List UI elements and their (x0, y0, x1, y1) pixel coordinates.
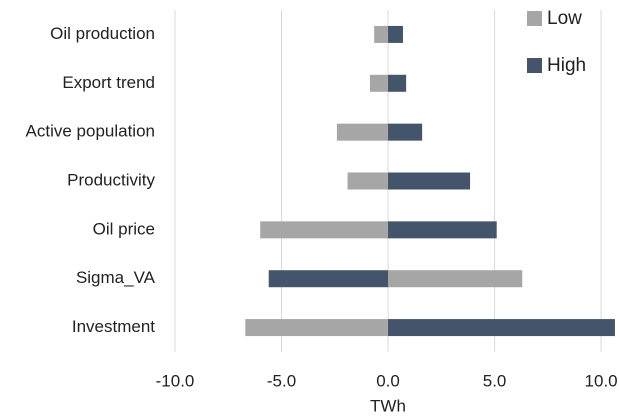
y-tick-label: Investment (72, 317, 155, 336)
legend-label: High (547, 55, 586, 76)
x-tick-label: 10.0 (585, 371, 618, 390)
y-tick-label: Oil production (50, 24, 155, 43)
y-tick-label: Productivity (67, 170, 155, 189)
legend-swatch (527, 58, 542, 73)
bar (268, 270, 389, 288)
x-axis-label: TWh (370, 396, 406, 415)
bar (388, 221, 497, 239)
bar (388, 270, 523, 288)
bar (347, 172, 389, 190)
bar (388, 74, 407, 92)
y-tick-label: Oil price (93, 219, 155, 238)
y-tick-label: Sigma_VA (76, 268, 156, 287)
x-tick-label: -5.0 (267, 371, 296, 390)
bar (260, 221, 389, 239)
bar (388, 123, 423, 141)
legend-swatch (527, 11, 542, 26)
bar (388, 25, 403, 43)
legend: Low High (527, 8, 586, 76)
bar (336, 123, 389, 141)
bar (388, 172, 471, 190)
y-tick-label: Export trend (62, 73, 155, 92)
bar (388, 319, 615, 337)
x-tick-label: 5.0 (483, 371, 507, 390)
legend-label: Low (547, 8, 582, 29)
bar (374, 25, 389, 43)
y-tick-label: Active population (26, 122, 155, 141)
bar (245, 319, 389, 337)
x-tick-label: 0.0 (376, 371, 400, 390)
bar (369, 74, 389, 92)
x-tick-label: -10.0 (156, 371, 195, 390)
